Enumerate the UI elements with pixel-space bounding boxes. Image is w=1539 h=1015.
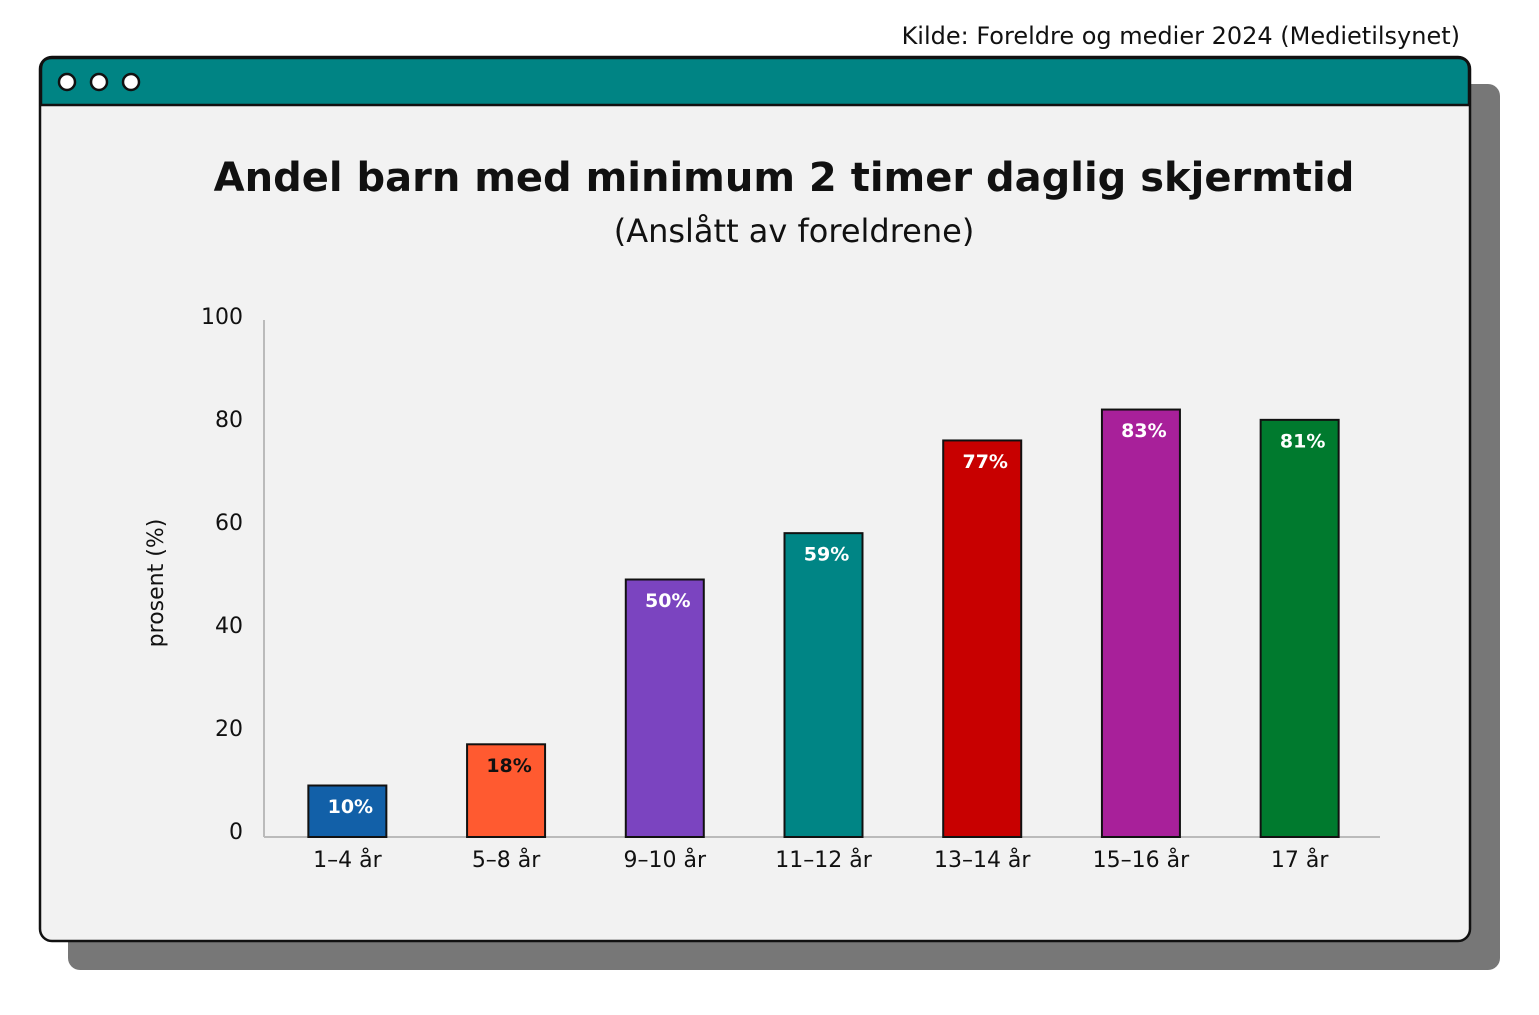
x-tick-label: 13–14 år xyxy=(934,847,1031,873)
bar xyxy=(307,784,388,838)
value-label: 50% xyxy=(645,590,690,612)
source: Kilde: Foreldre og medier 2024 (Medietil… xyxy=(902,22,1460,50)
window-dot xyxy=(57,72,77,92)
chart-subtitle: (Anslått av foreldrene) xyxy=(614,212,975,250)
bar xyxy=(466,743,547,838)
value-label: 59% xyxy=(804,544,849,566)
y-tick-label: 60 xyxy=(215,511,243,536)
bar xyxy=(624,578,705,838)
y-tick-label: 20 xyxy=(215,717,243,742)
window-dot xyxy=(89,72,109,92)
x-tick-label: 17 år xyxy=(1271,847,1329,873)
y-axis-label: prosent (%) xyxy=(144,519,169,648)
bar xyxy=(1100,408,1181,838)
y-tick-label: 100 xyxy=(201,305,243,330)
x-tick-label: 5–8 år xyxy=(472,847,541,873)
bar xyxy=(783,532,864,839)
chart-title: Andel barn med minimum 2 timer daglig sk… xyxy=(214,155,1355,201)
window-dot xyxy=(121,72,141,92)
y-tick-label: 0 xyxy=(229,820,243,845)
x-tick-label: 15–16 år xyxy=(1093,847,1190,873)
x-tick-label: 11–12 år xyxy=(775,847,872,873)
bar xyxy=(942,439,1023,838)
y-tick-label: 40 xyxy=(215,614,243,639)
x-tick-label: 1–4 år xyxy=(313,847,382,873)
bar xyxy=(1259,418,1340,838)
value-label: 83% xyxy=(1121,420,1166,442)
x-tick-label: 9–10 år xyxy=(624,847,707,873)
value-label: 10% xyxy=(328,796,373,818)
y-tick-label: 80 xyxy=(215,408,243,433)
window-header xyxy=(39,56,1471,107)
value-label: 77% xyxy=(962,451,1007,473)
value-label: 81% xyxy=(1280,430,1325,452)
value-label: 18% xyxy=(486,755,531,777)
